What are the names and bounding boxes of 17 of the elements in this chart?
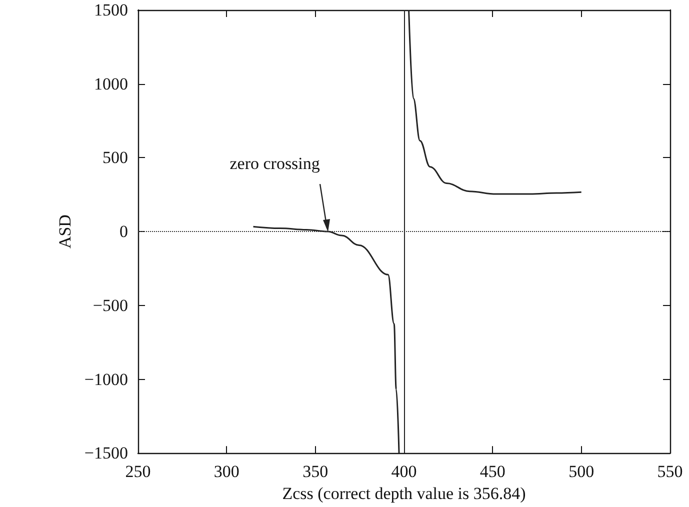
x-tick-label: 550 — [657, 462, 683, 482]
y-tick-label: 1000 — [94, 74, 128, 94]
x-tick-label: 250 — [125, 462, 151, 482]
y-tick-label: −500 — [92, 296, 128, 315]
y-tick-label: 1500 — [94, 0, 128, 20]
x-tick-label: 350 — [302, 462, 328, 482]
y-tick-label: 0 — [120, 222, 128, 242]
y-tick-label: −1000 — [84, 370, 128, 389]
x-axis-title: Zcss (correct depth value is 356.84) — [282, 484, 526, 503]
x-tick-label: 400 — [391, 462, 417, 482]
annotation: zero crossing — [230, 154, 320, 174]
x-tick-label: 450 — [480, 462, 506, 482]
x-tick-label: 500 — [568, 462, 594, 482]
y-tick-label: 500 — [102, 148, 128, 168]
y-axis-title: ASD — [56, 214, 75, 249]
y-tick-label: −1500 — [84, 444, 128, 463]
x-tick-label: 300 — [214, 462, 240, 482]
